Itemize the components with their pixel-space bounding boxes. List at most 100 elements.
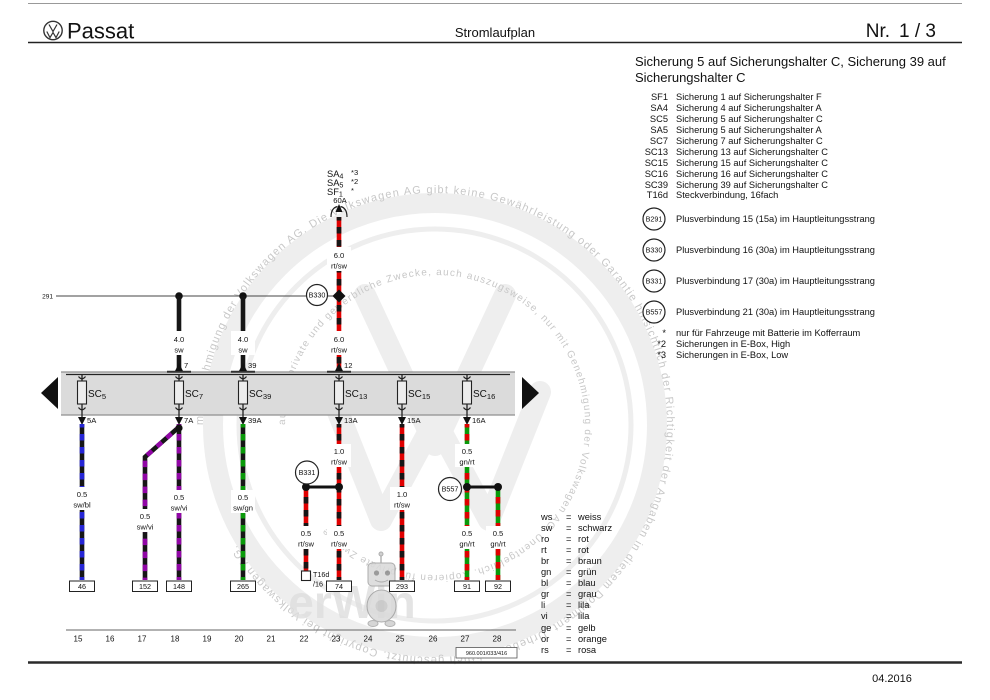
wire-color-code: sw <box>238 346 248 355</box>
color-name: rot <box>578 534 589 544</box>
terminal-number: 74 <box>335 582 343 591</box>
fuse-ref-note: *2 <box>351 177 358 186</box>
legend-component-list: SF1 Sicherung 1 auf Sicherungshalter F SA… <box>645 92 828 200</box>
equals-sign: = <box>566 523 571 533</box>
equals-sign: = <box>566 578 571 588</box>
color-name: grün <box>578 567 597 577</box>
track-number: 20 <box>235 635 244 644</box>
fuse-ref-note: *3 <box>351 168 358 177</box>
connector-name: T16d <box>313 570 329 579</box>
wire-color-code: sw/gn <box>233 504 253 513</box>
wire-color-code: gn/rt <box>459 458 475 467</box>
plus-connection-code: B557 <box>646 308 663 317</box>
vw-emblem-outer-ring-watermark <box>203 193 667 657</box>
wire-color-code: rt/sw <box>331 540 348 549</box>
color-name: rosa <box>578 645 597 655</box>
fuse-sc15: SC15 15A <box>396 374 430 425</box>
track-number: 22 <box>300 635 309 644</box>
page-header: Passat Stromlaufplan Nr. 1 / 3 <box>43 19 936 44</box>
wire-color-code: rt/sw <box>298 540 315 549</box>
terminal-number: 148 <box>173 582 185 591</box>
terminal-number: 91 <box>463 582 471 591</box>
color-code: ro <box>541 534 549 544</box>
track-number: 23 <box>332 635 341 644</box>
equals-sign: = <box>566 634 571 644</box>
wire-color-code: gn/rt <box>459 540 475 549</box>
fuse-name: SC16 <box>473 389 495 401</box>
plus-connection-desc: Plusverbindung 21 (30a) im Hauptleitungs… <box>676 307 875 317</box>
component-code: SC39 <box>645 180 668 190</box>
plus-connection-b331: B331 <box>294 460 320 485</box>
component-desc: Sicherung 4 auf Sicherungshalter A <box>676 103 823 113</box>
wire-sc5-sw-bl: 0.5 sw/bl <box>70 424 94 580</box>
fuse-symbol <box>330 204 348 218</box>
fuse-ref-note: * <box>351 186 354 195</box>
component-code: SC15 <box>645 158 668 168</box>
color-code: or <box>541 634 549 644</box>
color-name: grau <box>578 589 597 599</box>
plus-connection-code: B291 <box>646 215 663 224</box>
color-name: lila <box>578 600 590 610</box>
color-name: blau <box>578 578 596 588</box>
fuse-ref: SA5 <box>327 178 343 190</box>
pin-label: 7A <box>184 416 194 425</box>
diagram-heading-line1: Sicherung 5 auf Sicherungshalter C, Sich… <box>635 54 946 69</box>
note-desc: nur für Fahrzeuge mit Batterie im Koffer… <box>676 328 861 338</box>
wire-gauge: 0.5 <box>174 493 185 502</box>
fuse-ref: SF1 <box>327 187 343 199</box>
rail-ref-label: 291 <box>42 294 53 301</box>
plus-connection-circle <box>642 238 666 262</box>
plus-connection-circle <box>642 207 666 231</box>
component-code: SA5 <box>650 125 668 135</box>
track-number: 18 <box>171 635 180 644</box>
terminal-boxes: 46 152 148 265 74 293 91 92 <box>69 580 511 592</box>
wire-gauge: 0.5 <box>301 529 312 538</box>
component-desc: Sicherung 39 auf Sicherungshalter C <box>676 180 828 190</box>
wire-labels-upper: 6.0 rt/sw 6.0 rt/sw 4.0 sw 4.0 sw <box>167 247 351 356</box>
terminal-number: 92 <box>494 582 502 591</box>
wire-color-code: sw/bl <box>73 501 91 510</box>
robot-mascot-watermark <box>366 551 397 627</box>
band-entries: 7 39 12 <box>167 361 352 373</box>
component-desc: Steckverbindung, 16fach <box>676 190 778 200</box>
terminal-number: 46 <box>78 582 86 591</box>
color-name: rot <box>578 545 589 555</box>
current-track-ruler: 15 16 17 18 19 20 21 22 23 24 25 26 27 2… <box>66 629 516 644</box>
vw-emblem-w-watermark <box>319 381 551 531</box>
color-name: gelb <box>578 623 596 633</box>
wire-sc7-branch-sw-vi: 0.5 sw/vi 0.5 sw/vi <box>133 424 191 580</box>
fuse-holder-band <box>41 371 539 416</box>
equals-sign: = <box>566 556 571 566</box>
connector-pin: /16 <box>313 580 323 589</box>
fuse-sc13: SC13 13A <box>333 374 367 425</box>
legend-plus-connections: B291 Plusverbindung 15 (15a) im Hauptlei… <box>642 207 875 324</box>
b331-label: B331 <box>299 468 316 477</box>
document-number: 960.001/033/416 <box>466 651 507 657</box>
color-code: ws <box>540 512 553 522</box>
wire-color-code: rt/sw <box>331 262 348 271</box>
fuse-sc39: SC39 39A <box>237 374 271 425</box>
b330-label: B330 <box>309 291 326 300</box>
track-number: 16 <box>106 635 115 644</box>
equals-sign: = <box>566 600 571 610</box>
b557-label: B557 <box>442 485 459 494</box>
wire-gauge: 0.5 <box>238 493 249 502</box>
wire-gauge: 4.0 <box>238 335 249 344</box>
wire-gauge: 0.5 <box>140 512 151 521</box>
color-code: gn <box>541 567 551 577</box>
note-code: *2 <box>657 339 666 349</box>
plus-connection-code: B331 <box>646 277 663 286</box>
band-continuation-arrow-left <box>41 377 58 409</box>
track-number: 24 <box>364 635 373 644</box>
color-name: schwarz <box>578 523 612 533</box>
component-code: SC13 <box>645 147 668 157</box>
plus-rail-291: 291 <box>42 289 346 303</box>
terminal-number: 152 <box>139 582 151 591</box>
pin-label: 39A <box>248 416 262 425</box>
fuse-sc7: SC7 7A <box>173 374 203 425</box>
equals-sign: = <box>566 534 571 544</box>
fuse-sc5: SC5 5A <box>76 374 106 425</box>
vw-logo <box>43 20 63 41</box>
equals-sign: = <box>566 645 571 655</box>
plus-connection-b557: B557 <box>437 476 463 502</box>
